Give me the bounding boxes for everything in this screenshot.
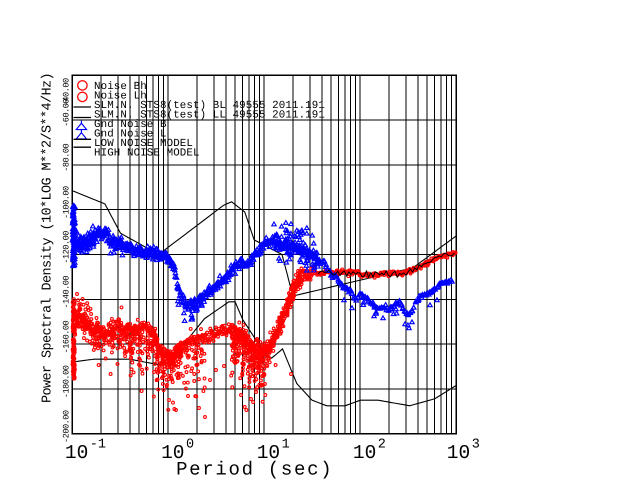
svg-text:10: 10 bbox=[161, 442, 184, 464]
svg-text:SLM.N. STS8(test) BL 49555 20: SLM.N. STS8(test) BL 49555 2011.191 bbox=[94, 100, 325, 112]
svg-text:0: 0 bbox=[186, 437, 194, 452]
svg-text:HIGH NOISE MODEL: HIGH NOISE MODEL bbox=[94, 147, 200, 159]
svg-text:1: 1 bbox=[282, 437, 290, 452]
svg-text:-160.00: -160.00 bbox=[61, 320, 71, 353]
svg-text:10: 10 bbox=[447, 442, 470, 464]
svg-text:-100.00: -100.00 bbox=[61, 186, 71, 219]
svg-text:10: 10 bbox=[65, 442, 88, 464]
svg-text:-120.00: -120.00 bbox=[61, 231, 71, 264]
svg-text:2: 2 bbox=[378, 437, 386, 452]
svg-text:-1: -1 bbox=[90, 437, 106, 452]
svg-text:-140.00: -140.00 bbox=[61, 276, 71, 309]
svg-text:-60.00: -60.00 bbox=[61, 99, 71, 127]
svg-text:10: 10 bbox=[353, 442, 376, 464]
svg-text:Gnd Noise B: Gnd Noise B bbox=[94, 119, 167, 131]
svg-text:Noise Bh: Noise Bh bbox=[94, 81, 147, 93]
svg-text:Gnd Noise L: Gnd Noise L bbox=[94, 129, 167, 141]
svg-text:LOW NOISE MODEL: LOW NOISE MODEL bbox=[94, 138, 193, 150]
svg-text:SLM.N. STS8(test) LL 49555 20: SLM.N. STS8(test) LL 49555 2011.191 bbox=[94, 110, 325, 122]
svg-text:-180.00: -180.00 bbox=[61, 365, 71, 398]
svg-text:-200.00: -200.00 bbox=[61, 410, 71, 443]
svg-text:Noise Lh: Noise Lh bbox=[94, 91, 147, 103]
svg-text:10: 10 bbox=[257, 442, 280, 464]
svg-text:-40.00: -40.00 bbox=[61, 78, 71, 106]
svg-text:Power Spectral Density (10*LOG: Power Spectral Density (10*LOG M**2/S**4… bbox=[41, 73, 56, 403]
svg-text:Period (sec): Period (sec) bbox=[176, 459, 333, 480]
svg-text:3: 3 bbox=[472, 437, 480, 452]
svg-text:-80.00: -80.00 bbox=[61, 143, 71, 171]
